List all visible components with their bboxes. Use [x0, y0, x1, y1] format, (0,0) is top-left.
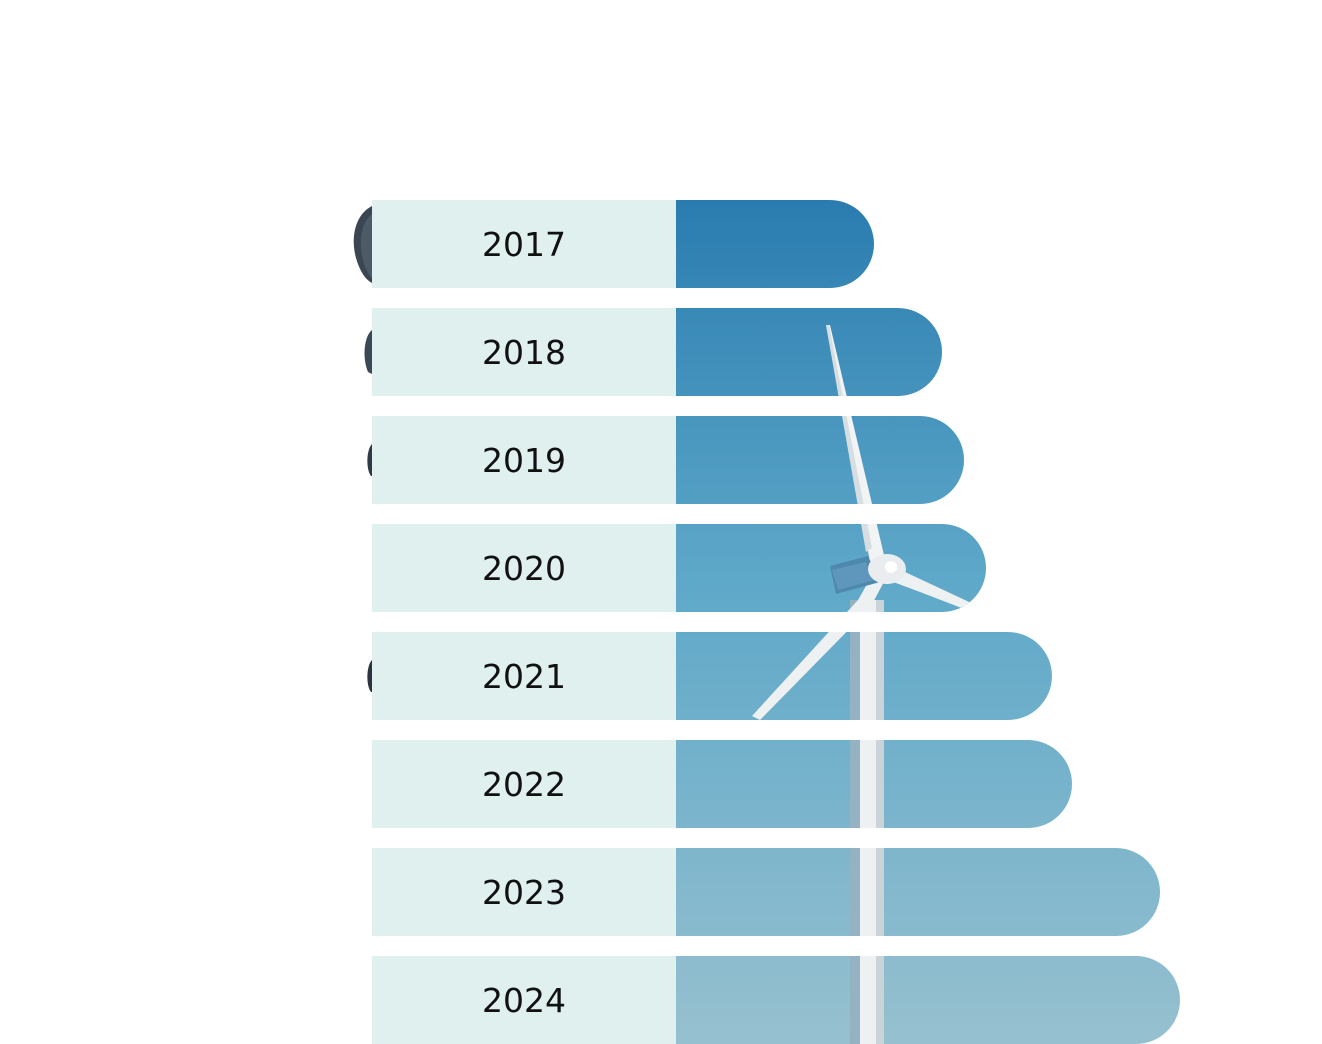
- bar-2023: [676, 848, 1160, 936]
- bar-2019: [676, 416, 964, 504]
- year-label-2020: 2020: [482, 549, 566, 588]
- label-panel-2023: [372, 848, 676, 936]
- year-label-2022: 2022: [482, 765, 566, 804]
- labels-layer: 2017 2018 2019 2020 2021 2022 2023 2024: [482, 225, 566, 1020]
- year-label-2017: 2017: [482, 225, 566, 264]
- year-label-2019: 2019: [482, 441, 566, 480]
- rock-ornament-icon: [353, 206, 372, 692]
- label-panel-2022: [372, 740, 676, 828]
- bar-2024: [676, 956, 1180, 1044]
- label-panel-2020: [372, 524, 676, 612]
- year-label-2018: 2018: [482, 333, 566, 372]
- year-label-2021: 2021: [482, 657, 566, 696]
- label-panel-2018: [372, 308, 676, 396]
- year-label-2024: 2024: [482, 981, 566, 1020]
- bars-layer: [372, 200, 1180, 1044]
- bar-2017: [676, 200, 874, 288]
- label-panel-2024: [372, 956, 676, 1044]
- label-panel-2019: [372, 416, 676, 504]
- label-panel-2017: [372, 200, 676, 288]
- year-label-2023: 2023: [482, 873, 566, 912]
- bar-2018: [676, 308, 942, 396]
- wind-turbine-photo: [752, 325, 982, 1044]
- label-panel-2021: [372, 632, 676, 720]
